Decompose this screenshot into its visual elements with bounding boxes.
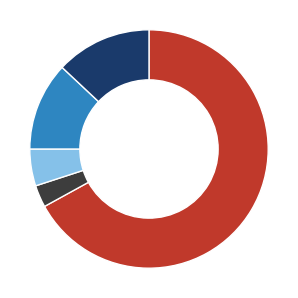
Wedge shape xyxy=(62,30,149,102)
Wedge shape xyxy=(36,170,89,207)
Wedge shape xyxy=(30,149,83,186)
Wedge shape xyxy=(30,67,99,149)
Wedge shape xyxy=(44,30,268,268)
